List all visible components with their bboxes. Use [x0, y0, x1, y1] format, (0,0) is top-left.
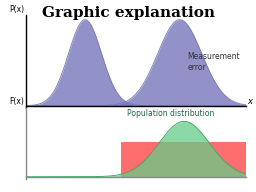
- Text: P(x): P(x): [9, 5, 25, 13]
- Text: Measurement
error: Measurement error: [187, 52, 240, 72]
- Text: F(x): F(x): [10, 97, 25, 106]
- Text: Graphic explanation: Graphic explanation: [41, 6, 215, 20]
- Text: Population distribution: Population distribution: [127, 109, 215, 118]
- Bar: [121, 142, 246, 177]
- Text: x: x: [247, 97, 252, 106]
